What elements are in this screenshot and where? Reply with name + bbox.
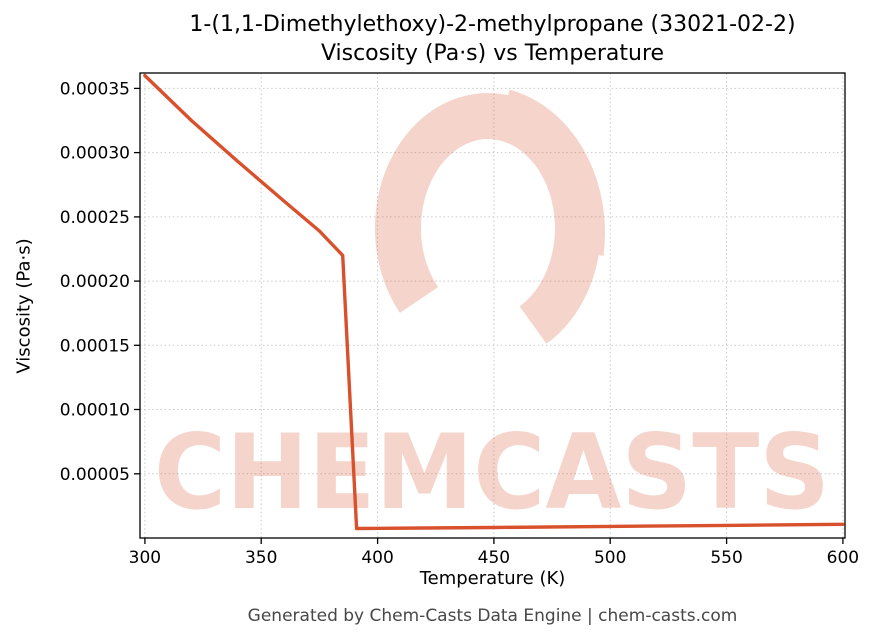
x-tick-label: 500	[594, 548, 626, 568]
watermark-text: CHEMCASTS	[154, 413, 830, 533]
x-tick-label: 450	[478, 548, 510, 568]
watermark-logo-swoosh-icon	[506, 89, 605, 256]
y-tick-label: 0.00025	[60, 208, 130, 228]
y-tick-label: 0.00005	[60, 465, 130, 485]
x-tick-label: 550	[710, 548, 742, 568]
viscosity-line	[143, 73, 845, 531]
chart-title-block: 1-(1,1-Dimethylethoxy)-2-methylpropane (…	[140, 10, 845, 68]
watermark-logo-c-icon	[374, 93, 601, 344]
x-tick-label: 400	[361, 548, 393, 568]
chemcasts-watermark: CHEMCASTS	[154, 89, 830, 533]
chart-title-line2: Viscosity (Pa·s) vs Temperature	[320, 41, 665, 66]
footer-text: Generated by Chem-Casts Data Engine | ch…	[247, 606, 738, 626]
y-tick-label: 0.00015	[60, 336, 130, 356]
y-tick-label: 0.00010	[60, 401, 130, 421]
plot-border	[139, 72, 846, 539]
chart-title-line1: 1-(1,1-Dimethylethoxy)-2-methylpropane (…	[189, 12, 796, 37]
y-tick-label: 0.00020	[60, 272, 130, 292]
x-axis-label: Temperature (K)	[419, 568, 566, 589]
y-axis-label: Viscosity (Pa·s)	[13, 238, 35, 374]
y-tick-label: 0.00035	[60, 79, 130, 99]
x-tick-label: 350	[245, 548, 277, 568]
x-tick-label: 600	[827, 548, 859, 568]
y-tick-label: 0.00030	[60, 144, 130, 164]
x-tick-label: 300	[129, 548, 161, 568]
